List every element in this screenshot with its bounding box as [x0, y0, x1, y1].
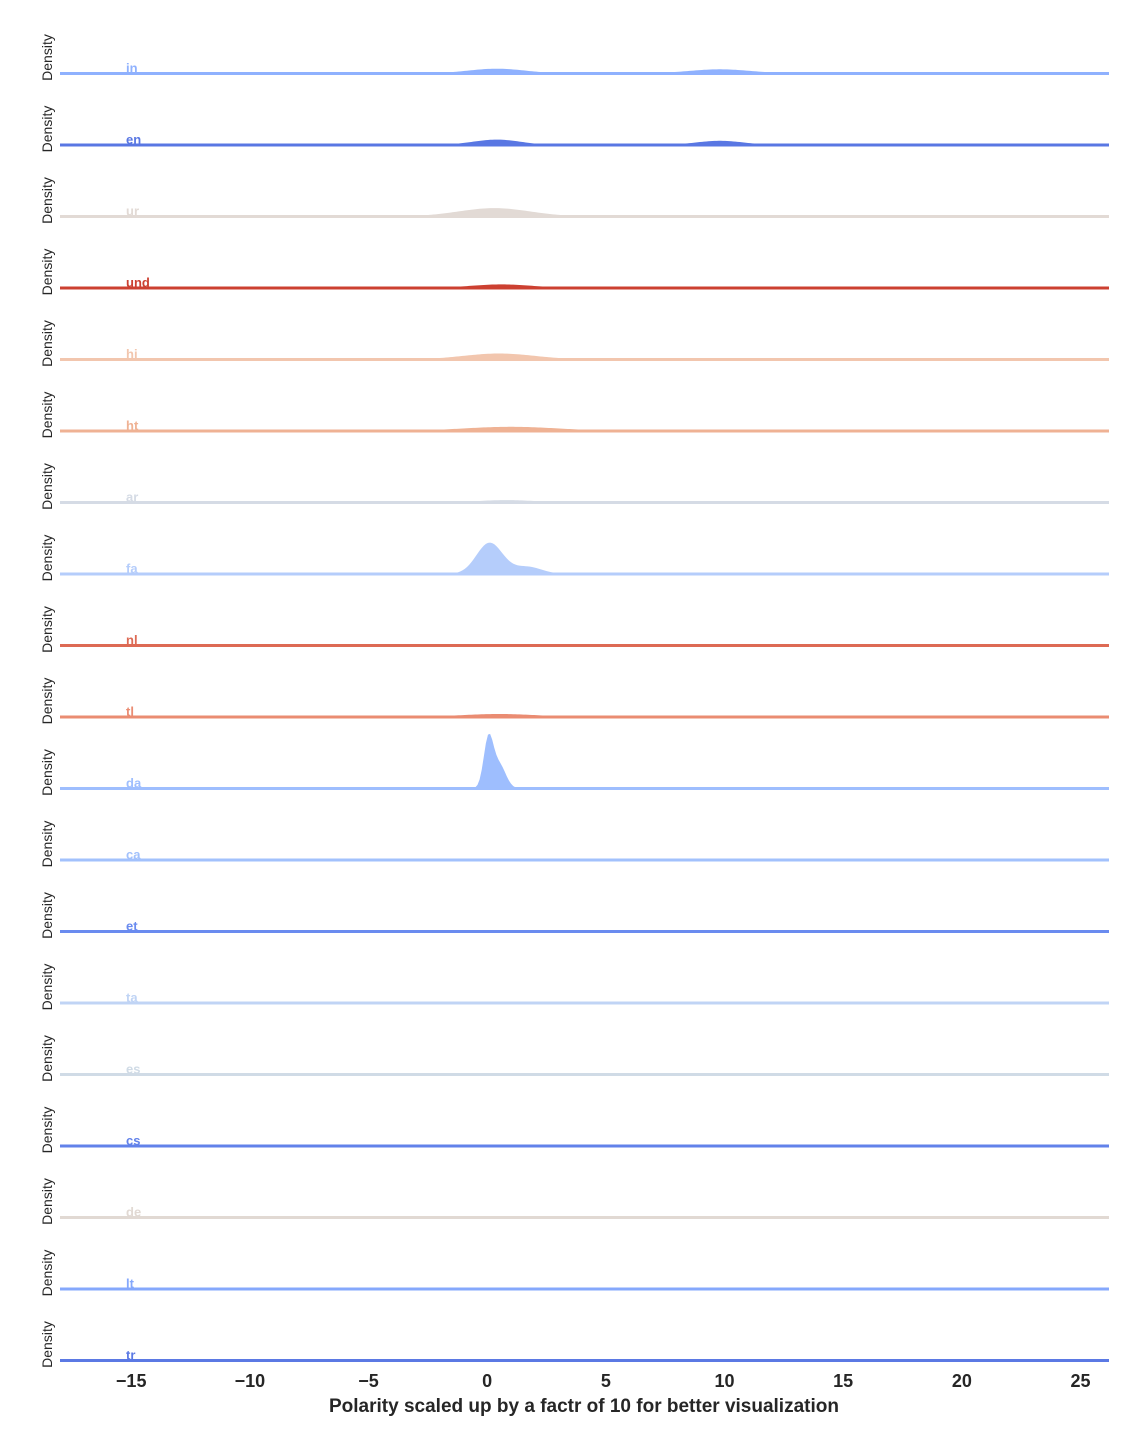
- y-axis-label-density: Density: [39, 34, 55, 81]
- row-label-hi: hi: [126, 347, 138, 362]
- y-axis-label-density: Density: [39, 1107, 55, 1154]
- ridge-row-ta: ta Density: [39, 964, 1109, 1011]
- ridge-row-en: en Density: [39, 106, 1109, 153]
- x-axis-title: Polarity scaled up by a factr of 10 for …: [329, 1396, 839, 1417]
- y-axis-label-density: Density: [39, 320, 55, 367]
- y-axis-label-density: Density: [39, 249, 55, 296]
- y-axis-label-density: Density: [39, 106, 55, 153]
- row-label-nl: nl: [126, 633, 138, 648]
- y-axis-label-density: Density: [39, 463, 55, 510]
- density-area-fa: [60, 542, 1109, 574]
- y-axis-label-density: Density: [39, 749, 55, 796]
- ridge-row-und: und Density: [39, 249, 1109, 296]
- row-label-es: es: [126, 1062, 140, 1077]
- ridge-row-da: da Density: [39, 733, 1109, 796]
- row-label-lt: lt: [126, 1276, 135, 1291]
- ridge-row-es: es Density: [39, 1035, 1109, 1082]
- ridge-row-lt: lt Density: [39, 1250, 1109, 1297]
- ridge-row-hi: hi Density: [39, 320, 1109, 367]
- row-label-ht: ht: [126, 418, 139, 433]
- row-label-ur: ur: [126, 204, 139, 219]
- y-axis-label-density: Density: [39, 1250, 55, 1297]
- y-axis-label-density: Density: [39, 392, 55, 439]
- row-label-in: in: [126, 61, 138, 76]
- row-label-ta: ta: [126, 990, 138, 1005]
- ridge-row-de: de Density: [39, 1178, 1109, 1225]
- x-tick-label: 20: [952, 1371, 972, 1391]
- ridge-row-in: in Density: [39, 34, 1109, 81]
- ridge-row-et: et Density: [39, 892, 1109, 939]
- y-axis-label-density: Density: [39, 1035, 55, 1082]
- y-axis-label-density: Density: [39, 892, 55, 939]
- row-label-ar: ar: [126, 490, 138, 505]
- x-tick-label: −10: [235, 1371, 266, 1391]
- row-label-ca: ca: [126, 847, 141, 862]
- y-axis-label-density: Density: [39, 535, 55, 582]
- x-tick-label: 15: [833, 1371, 853, 1391]
- row-label-tr: tr: [126, 1348, 135, 1363]
- ridge-row-ht: ht Density: [39, 392, 1109, 439]
- row-label-da: da: [126, 776, 142, 791]
- x-tick-label: −5: [358, 1371, 379, 1391]
- row-label-cs: cs: [126, 1133, 140, 1148]
- y-axis-label-density: Density: [39, 1321, 55, 1368]
- y-axis-label-density: Density: [39, 821, 55, 868]
- density-area-da: [60, 733, 1109, 789]
- y-axis-label-density: Density: [39, 678, 55, 725]
- row-label-de: de: [126, 1205, 141, 1220]
- row-label-tl: tl: [126, 704, 134, 719]
- y-axis-label-density: Density: [39, 606, 55, 653]
- ridge-row-ur: ur Density: [39, 177, 1109, 224]
- ridge-row-tl: tl Density: [39, 678, 1109, 725]
- ridge-row-nl: nl Density: [39, 606, 1109, 653]
- x-axis: −15 −10 −5 0 5 10 15 20 25: [116, 1371, 1091, 1391]
- y-axis-label-density: Density: [39, 964, 55, 1011]
- y-axis-label-density: Density: [39, 1178, 55, 1225]
- x-tick-label: 10: [715, 1371, 735, 1391]
- y-axis-label-density: Density: [39, 177, 55, 224]
- row-label-fa: fa: [126, 561, 138, 576]
- x-tick-label: −15: [116, 1371, 147, 1391]
- ridge-row-ca: ca Density: [39, 821, 1109, 868]
- ridge-row-fa: fa Density: [39, 535, 1109, 582]
- x-tick-label: 25: [1071, 1371, 1091, 1391]
- ridge-rows: in Density en Density ur Density und Density hi D…: [39, 34, 1109, 1368]
- ridge-row-cs: cs Density: [39, 1107, 1109, 1154]
- ridge-row-ar: ar Density: [39, 463, 1109, 510]
- x-tick-label: 5: [601, 1371, 611, 1391]
- ridge-row-tr: tr Density: [39, 1321, 1109, 1368]
- row-label-et: et: [126, 919, 138, 934]
- row-label-en: en: [126, 132, 141, 147]
- row-label-und: und: [126, 275, 150, 290]
- x-tick-label: 0: [482, 1371, 492, 1391]
